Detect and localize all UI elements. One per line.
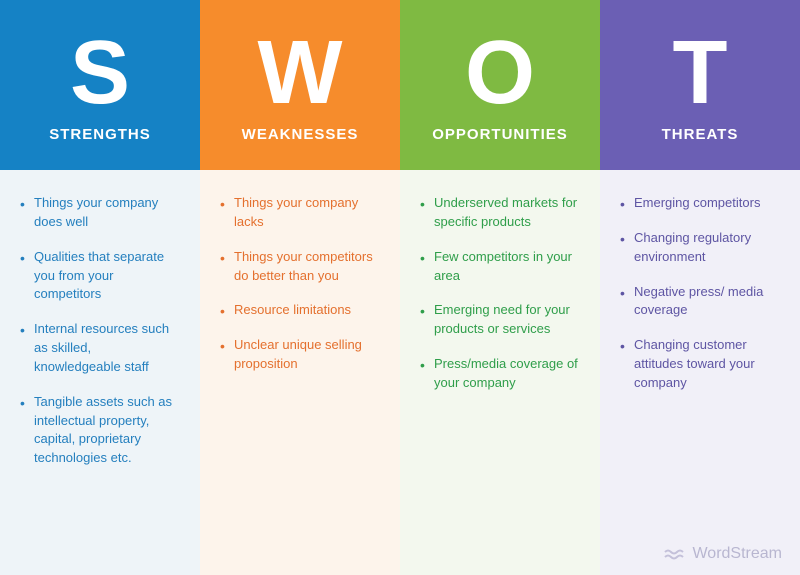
- body-weaknesses: Things your company lacks Things your co…: [200, 170, 400, 575]
- list-item: Press/media coverage of your company: [420, 355, 580, 393]
- label-strengths: STRENGTHS: [49, 126, 151, 143]
- list-item: Resource limitations: [220, 301, 380, 320]
- list-item: Things your competitors do better than y…: [220, 248, 380, 286]
- list-item: Tangible assets such as intellectual pro…: [20, 393, 180, 468]
- list-item: Qualities that separate you from your co…: [20, 248, 180, 305]
- list-item: Emerging need for your products or servi…: [420, 301, 580, 339]
- wave-icon: [664, 547, 686, 561]
- header-threats: T THREATS: [600, 0, 800, 170]
- label-threats: THREATS: [662, 126, 739, 143]
- letter-o: O: [465, 28, 535, 118]
- letter-t: T: [673, 28, 728, 118]
- label-opportunities: OPPORTUNITIES: [432, 126, 568, 143]
- list-item: Few competitors in your area: [420, 248, 580, 286]
- header-strengths: S STRENGTHS: [0, 0, 200, 170]
- header-opportunities: O OPPORTUNITIES: [400, 0, 600, 170]
- letter-s: S: [70, 28, 130, 118]
- list-item: Internal resources such as skilled, know…: [20, 320, 180, 377]
- list-item: Changing customer attitudes toward your …: [620, 336, 780, 393]
- list-item: Things your company does well: [20, 194, 180, 232]
- column-threats: T THREATS Emerging competitors Changing …: [600, 0, 800, 575]
- list-item: Changing regulatory environment: [620, 229, 780, 267]
- body-strengths: Things your company does well Qualities …: [0, 170, 200, 575]
- column-opportunities: O OPPORTUNITIES Underserved markets for …: [400, 0, 600, 575]
- watermark: WordStream: [664, 545, 782, 563]
- column-strengths: S STRENGTHS Things your company does wel…: [0, 0, 200, 575]
- header-weaknesses: W WEAKNESSES: [200, 0, 400, 170]
- body-opportunities: Underserved markets for specific product…: [400, 170, 600, 575]
- swot-infographic: S STRENGTHS Things your company does wel…: [0, 0, 800, 575]
- list-item: Unclear unique selling proposition: [220, 336, 380, 374]
- letter-w: W: [258, 28, 343, 118]
- column-weaknesses: W WEAKNESSES Things your company lacks T…: [200, 0, 400, 575]
- body-threats: Emerging competitors Changing regulatory…: [600, 170, 800, 575]
- list-item: Things your company lacks: [220, 194, 380, 232]
- watermark-text: WordStream: [692, 545, 782, 563]
- list-item: Emerging competitors: [620, 194, 780, 213]
- list-item: Underserved markets for specific product…: [420, 194, 580, 232]
- list-item: Negative press/ media coverage: [620, 283, 780, 321]
- label-weaknesses: WEAKNESSES: [242, 126, 359, 143]
